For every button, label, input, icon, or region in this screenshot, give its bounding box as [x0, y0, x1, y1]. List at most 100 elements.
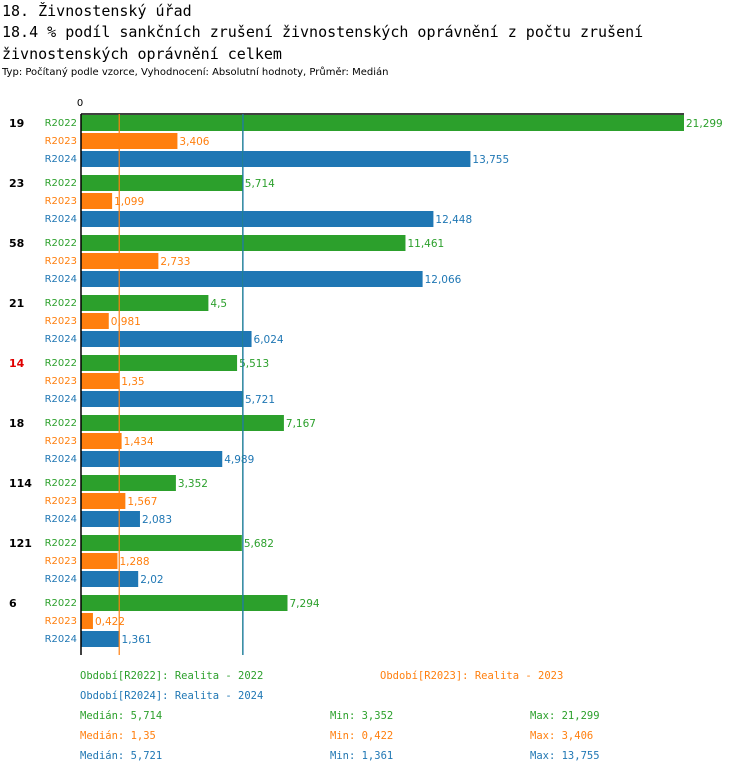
series-label: R2024	[45, 214, 77, 225]
legend-period-r2022: Období[R2022]: Realita - 2022	[80, 670, 264, 682]
bar	[81, 415, 284, 431]
data-label: 1,567	[127, 496, 157, 508]
series-label: R2022	[45, 358, 77, 369]
series-label: R2023	[45, 136, 77, 147]
data-label: 1,434	[124, 436, 154, 448]
data-label: 1,288	[119, 556, 149, 568]
category-label: 121	[9, 537, 32, 550]
data-label: 1,35	[121, 376, 144, 388]
data-label: 3,352	[178, 478, 208, 490]
bar	[81, 571, 139, 587]
category-label: 18	[9, 417, 24, 430]
data-label: 4,989	[224, 454, 254, 466]
series-label: R2024	[45, 574, 77, 585]
series-label: R2024	[45, 454, 77, 465]
series-label: R2023	[45, 316, 77, 327]
axis-zero-label: 0	[77, 98, 83, 109]
data-label: 12,066	[425, 274, 462, 286]
data-label: 5,513	[239, 358, 269, 370]
bar	[81, 613, 93, 629]
category-label: 6	[9, 597, 17, 610]
series-label: R2024	[45, 514, 77, 525]
series-label: R2022	[45, 238, 77, 249]
data-label: 21,299	[686, 118, 723, 130]
bar	[81, 451, 223, 467]
bar	[81, 313, 109, 329]
data-label: 5,682	[244, 538, 274, 550]
series-label: R2022	[45, 538, 77, 549]
category-label: 58	[9, 237, 24, 250]
series-label: R2023	[45, 376, 77, 387]
stat-median-r2024: Medián: 5,721	[80, 750, 163, 762]
bar	[81, 475, 176, 491]
data-label: 4,5	[210, 298, 227, 310]
category-label: 19	[9, 117, 24, 130]
bar	[81, 511, 140, 527]
series-label: R2022	[45, 118, 77, 129]
stat-median-r2022: Medián: 5,714	[80, 710, 163, 722]
series-label: R2023	[45, 616, 77, 627]
series-label: R2024	[45, 634, 77, 645]
data-label: 5,714	[245, 178, 275, 190]
category-label: 23	[9, 177, 24, 190]
bar	[81, 133, 178, 149]
stat-min-r2023: Min: 0,422	[330, 730, 394, 742]
bar	[81, 193, 113, 209]
series-label: R2024	[45, 274, 77, 285]
legend-period-r2024: Období[R2024]: Realita - 2024	[80, 690, 264, 702]
data-label: 1,361	[122, 634, 152, 646]
chart-title: 18.4 % podíl sankčních zrušení živnosten…	[2, 23, 644, 63]
bar	[81, 355, 238, 371]
data-label: 6,024	[254, 334, 284, 346]
category-label: 114	[9, 477, 32, 490]
series-label: R2024	[45, 154, 77, 165]
category-label: 21	[9, 297, 24, 310]
data-label: 7,167	[286, 418, 316, 430]
series-label: R2022	[45, 178, 77, 189]
bar	[81, 295, 209, 311]
bar	[81, 211, 434, 227]
series-label: R2023	[45, 196, 77, 207]
series-label: R2024	[45, 394, 77, 405]
data-label: 12,448	[435, 214, 472, 226]
bar	[81, 151, 471, 167]
stat-max-r2022: Max: 21,299	[530, 710, 600, 722]
bar	[81, 553, 118, 569]
data-label: 1,099	[114, 196, 144, 208]
series-label: R2024	[45, 334, 77, 345]
series-label: R2023	[45, 256, 77, 267]
data-label: 13,755	[472, 154, 509, 166]
series-label: R2022	[45, 598, 77, 609]
series-label: R2023	[45, 436, 77, 447]
bar	[81, 391, 243, 407]
data-label: 11,461	[407, 238, 444, 250]
series-label: R2022	[45, 478, 77, 489]
chart-type-info: Typ: Počítaný podle vzorce, Vyhodnocení:…	[2, 67, 389, 78]
data-label: 3,406	[179, 136, 209, 148]
stat-max-r2024: Max: 13,755	[530, 750, 600, 762]
data-label: 0,422	[95, 616, 125, 628]
page-title: 18. Živnostenský úřad	[2, 2, 192, 20]
stat-min-r2022: Min: 3,352	[330, 710, 394, 722]
stat-median-r2023: Medián: 1,35	[80, 730, 156, 742]
legend-period-r2023: Období[R2023]: Realita - 2023	[380, 670, 564, 682]
stat-max-r2023: Max: 3,406	[530, 730, 594, 742]
data-label: 5,721	[245, 394, 275, 406]
bar	[81, 631, 120, 647]
bar	[81, 331, 252, 347]
bar	[81, 115, 684, 131]
bar	[81, 493, 126, 509]
bar	[81, 595, 288, 611]
data-label: 2,083	[142, 514, 172, 526]
series-label: R2022	[45, 298, 77, 309]
data-label: 7,294	[290, 598, 320, 610]
data-label: 2,733	[160, 256, 190, 268]
stat-min-r2024: Min: 1,361	[330, 750, 394, 762]
bar	[81, 175, 243, 191]
data-label: 0,981	[111, 316, 141, 328]
data-label: 2,02	[140, 574, 163, 586]
series-label: R2023	[45, 496, 77, 507]
category-label: 14	[9, 357, 25, 370]
bar	[81, 535, 242, 551]
